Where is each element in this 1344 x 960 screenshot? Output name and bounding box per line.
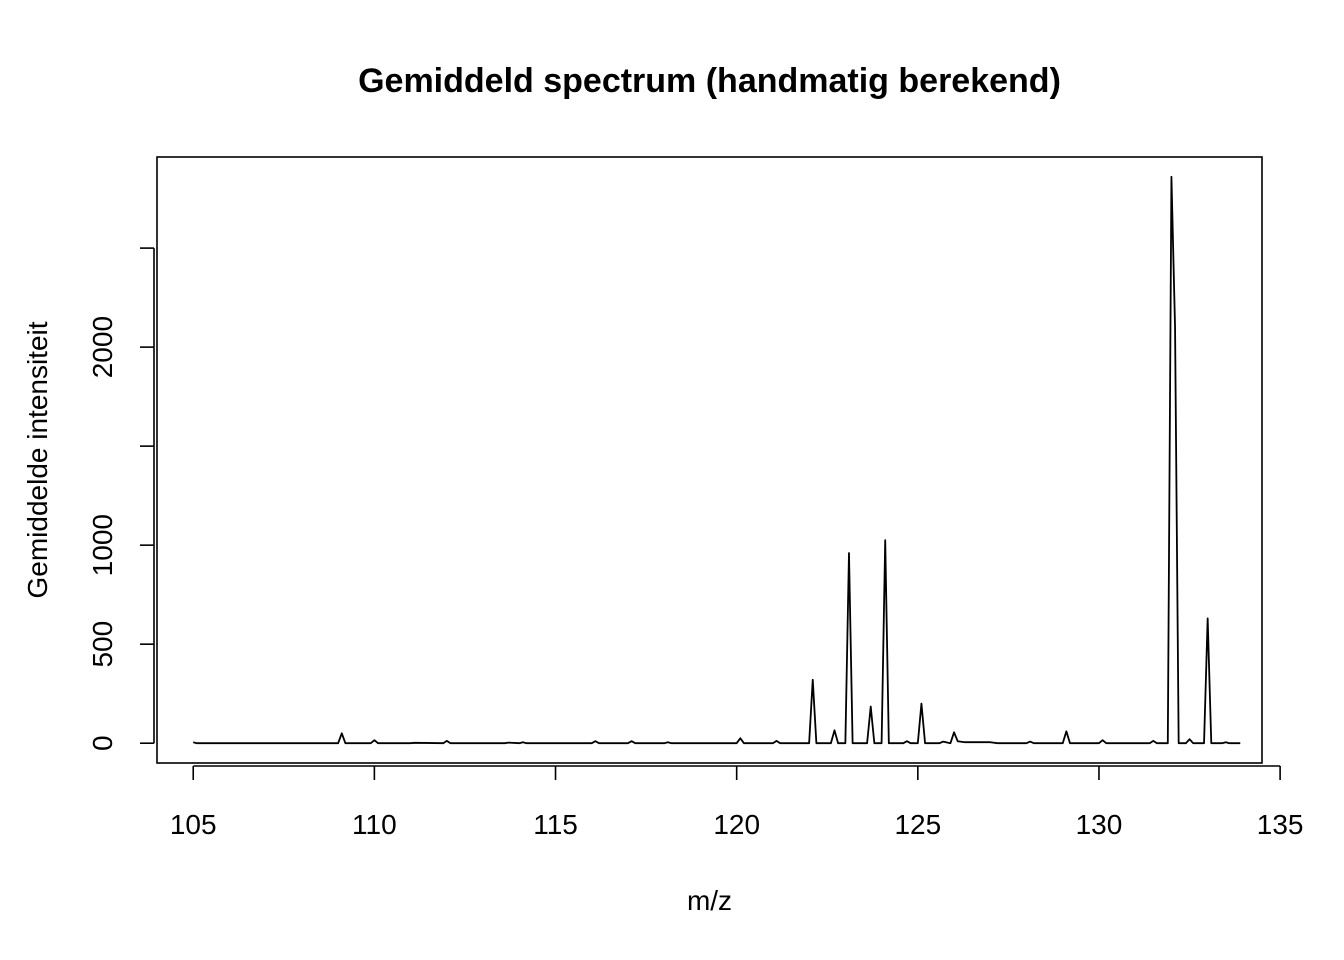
x-tick-label: 120: [713, 809, 760, 840]
x-axis: 105 110 115 120 125 130 135: [170, 765, 1304, 840]
y-tick-label: 500: [87, 621, 118, 668]
y-tick-label: 1000: [87, 514, 118, 576]
series-layer: [192, 175, 1241, 745]
y-tick-label: 2000: [87, 316, 118, 378]
x-tick-label: 110: [352, 809, 397, 840]
x-tick-label: 130: [1076, 809, 1123, 840]
chart-title: Gemiddeld spectrum (handmatig berekend): [358, 62, 1061, 100]
plot-frame: [156, 156, 1263, 764]
x-tick-label: 115: [533, 809, 578, 840]
spectrum-line: [192, 175, 1241, 745]
y-axis-label: Gemiddelde intensiteit: [22, 321, 53, 598]
x-tick-label: 105: [170, 809, 217, 840]
y-tick-label: 0: [87, 735, 118, 751]
x-tick-label: 125: [894, 809, 941, 840]
x-axis-label: m/z: [687, 885, 732, 916]
y-axis: 0 500 1000 2000: [87, 247, 155, 751]
x-tick-label: 135: [1257, 809, 1304, 840]
